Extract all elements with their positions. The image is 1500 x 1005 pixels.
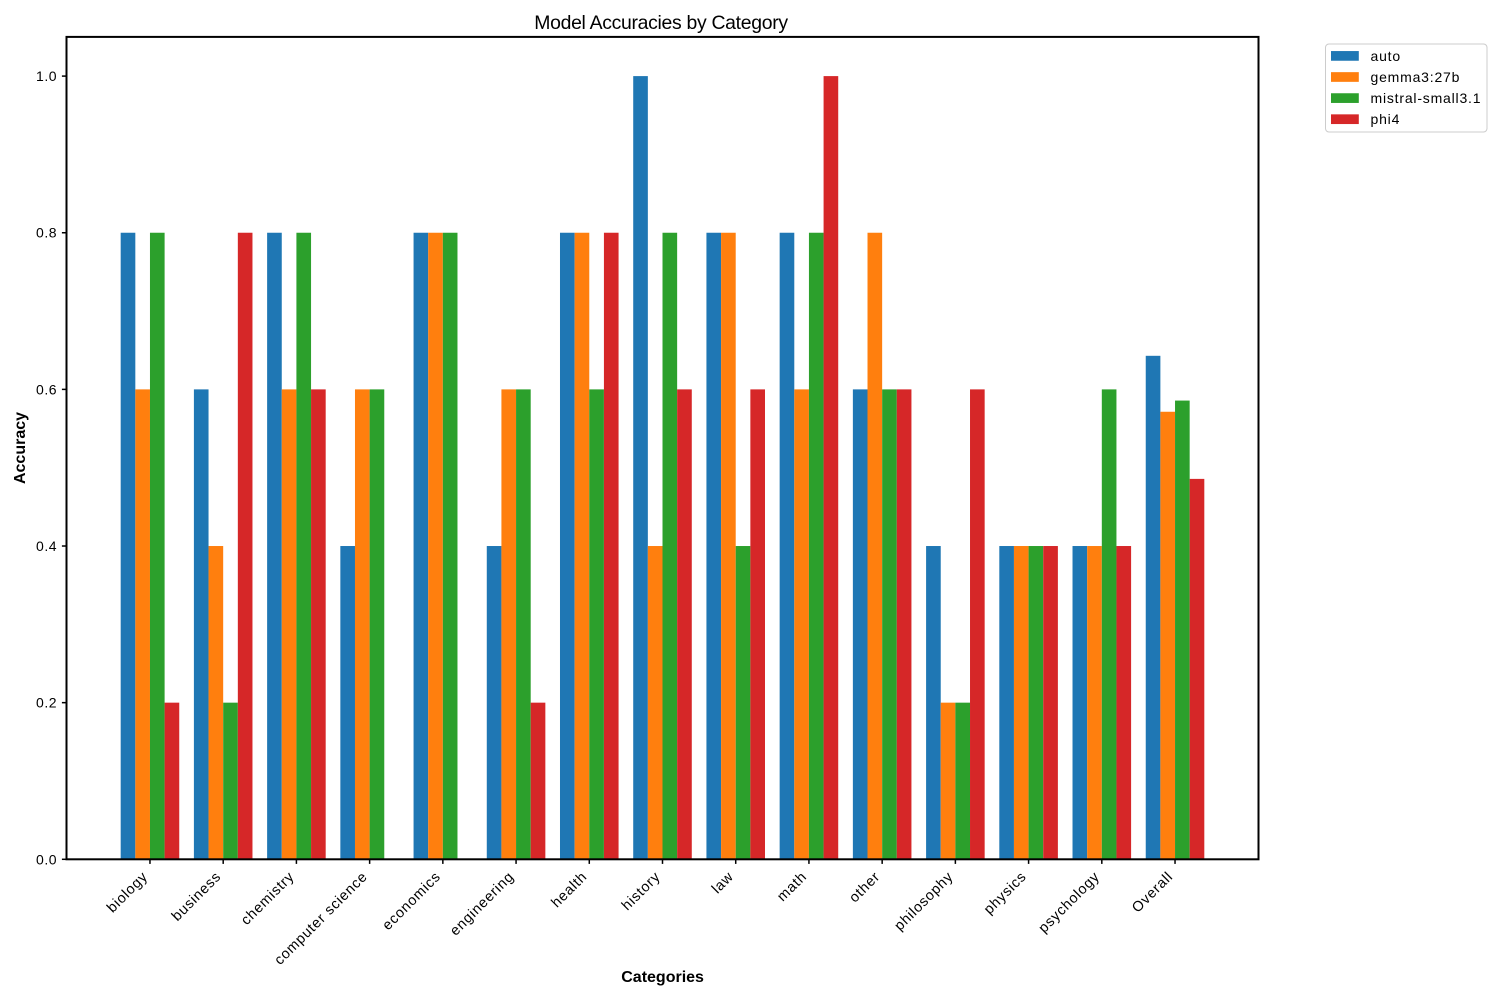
svg-text:0.2: 0.2: [36, 695, 57, 711]
svg-text:Categories: Categories: [621, 969, 704, 986]
svg-text:0.0: 0.0: [36, 851, 57, 867]
svg-text:gemma3:27b: gemma3:27b: [1371, 69, 1461, 85]
svg-text:phi4: phi4: [1371, 111, 1401, 127]
svg-text:auto: auto: [1371, 48, 1401, 64]
svg-text:1.0: 1.0: [36, 68, 57, 84]
svg-text:Accuracy: Accuracy: [12, 412, 29, 484]
svg-text:mistral-small3.1: mistral-small3.1: [1371, 90, 1482, 106]
svg-text:0.4: 0.4: [36, 538, 57, 554]
svg-text:0.6: 0.6: [36, 381, 57, 397]
svg-text:Model Accuracies by Category: Model Accuracies by Category: [534, 12, 788, 34]
svg-text:0.8: 0.8: [36, 225, 57, 241]
